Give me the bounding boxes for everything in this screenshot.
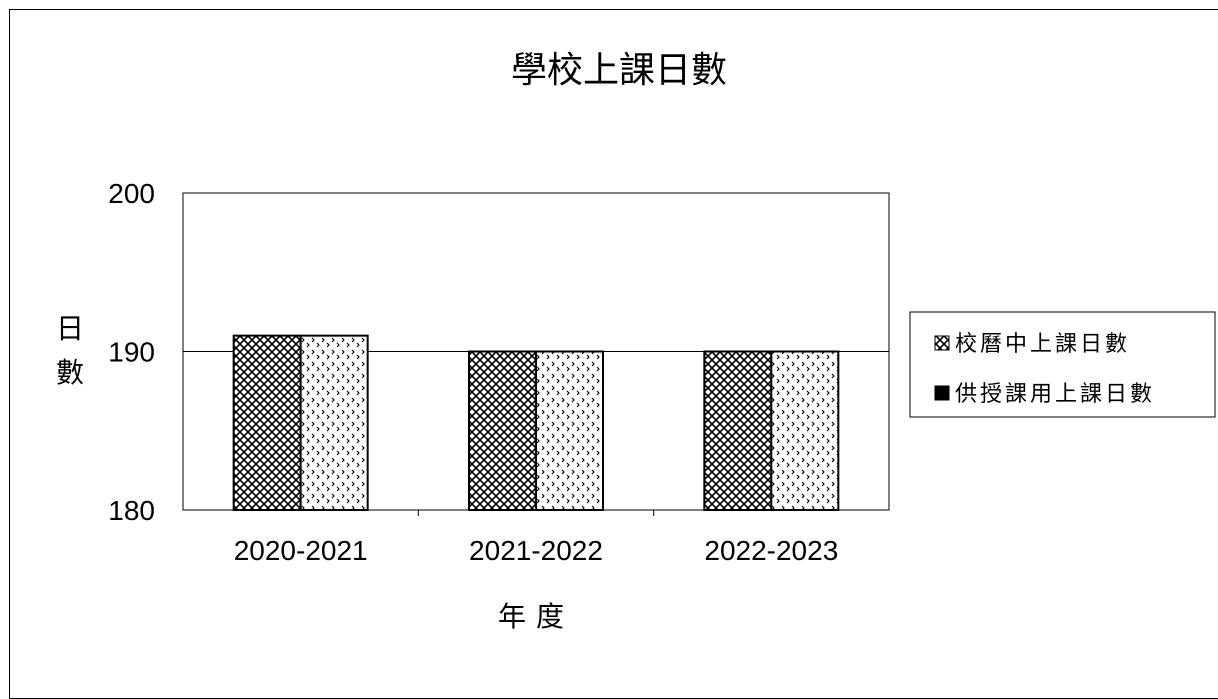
legend-swatch-2: [934, 385, 950, 401]
bar-series2-2022-2023: [770, 350, 840, 511]
y-axis-label-char: 數: [56, 356, 84, 389]
y-axis-label: 日數: [56, 312, 84, 389]
x-tick-labels: 2020-2021 2021-2022 2022-2023: [234, 510, 838, 566]
bar-series1-2020-2021: [232, 334, 302, 511]
y-axis-label-char: 日: [56, 312, 84, 345]
bar-series2-2020-2021: [299, 334, 369, 511]
bar-series1-2022-2023: [703, 350, 773, 511]
legend: 校曆中上課日數 供授課用上課日數: [909, 311, 1216, 418]
x-tick-label: 2021-2022: [469, 535, 603, 566]
legend-label-2: 供授課用上課日數: [955, 382, 1155, 407]
bar-series2-2021-2022: [535, 350, 604, 511]
legend-box: [909, 311, 1216, 418]
chart-title: 學校上課日數: [511, 50, 727, 91]
y-tick-label: 190: [108, 337, 155, 368]
y-tick-labels: 180 190 200: [108, 178, 155, 526]
x-tick-label: 2020-2021: [234, 535, 368, 566]
legend-label-1: 校曆中上課日數: [955, 332, 1130, 357]
y-tick-label: 180: [108, 495, 155, 526]
x-axis-label: 年度: [498, 600, 574, 633]
x-tick-label: 2022-2023: [704, 535, 838, 566]
bars: [232, 334, 840, 511]
legend-swatch-1: [934, 335, 950, 351]
bar-series1-2021-2022: [468, 350, 537, 511]
y-tick-label: 200: [108, 178, 155, 209]
